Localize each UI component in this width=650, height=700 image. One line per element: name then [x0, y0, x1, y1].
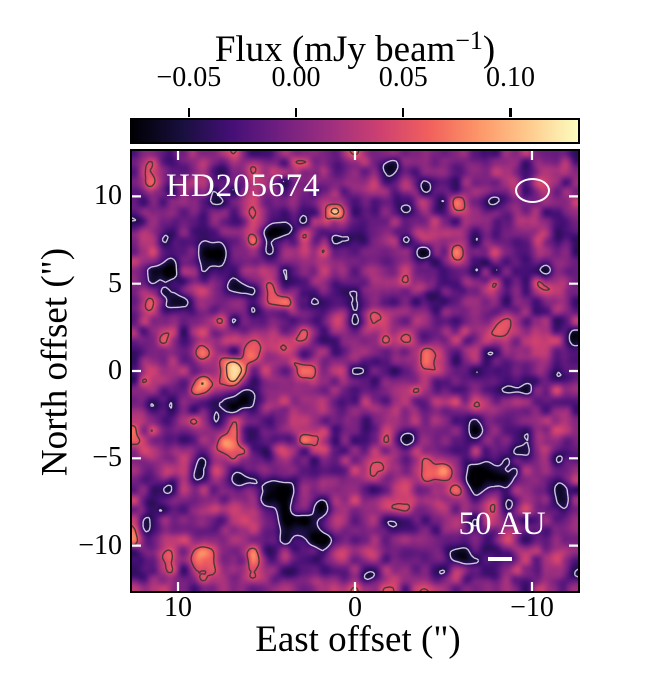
colorbar-title-superscript: −1 [455, 26, 483, 56]
x-axis-label: East offset (") [255, 619, 461, 660]
sky-map-canvas [132, 151, 578, 591]
x-axis-tick-label: −10 [510, 592, 554, 623]
colorbar-tick-label: −0.05 [156, 62, 222, 93]
sky-map [130, 149, 580, 593]
colorbar-tick-label: 0.00 [271, 62, 321, 93]
x-axis-tick-label: 0 [348, 592, 362, 623]
y-axis-tick-label: −5 [92, 442, 122, 474]
source-name-label: HD205674 [166, 168, 321, 204]
y-axis-tick-label: 10 [94, 180, 122, 212]
colorbar [130, 118, 580, 144]
colorbar-gradient [132, 120, 578, 142]
y-axis-label: North offset (") [34, 247, 76, 477]
scalebar-label: 50 AU [458, 506, 546, 542]
scalebar-line [488, 557, 512, 561]
colorbar-title-suffix: ) [482, 29, 496, 70]
x-axis-tick-label: 10 [164, 592, 193, 623]
y-axis-tick-label: 5 [108, 267, 122, 299]
colorbar-tick [509, 108, 512, 117]
colorbar-tick-label: 0.05 [378, 62, 428, 93]
colorbar-tick [294, 108, 298, 117]
y-axis-tick-label: 0 [108, 355, 122, 386]
colorbar-title: Flux (mJy beam−1) [214, 28, 496, 70]
beam-ellipse-icon [515, 178, 550, 203]
colorbar-tick-label: 0.10 [485, 62, 535, 93]
colorbar-title-text: Flux (mJy beam [214, 29, 456, 70]
colorbar-tick [401, 108, 405, 117]
colorbar-tick [187, 108, 191, 117]
y-axis-tick-label: −10 [78, 529, 122, 561]
